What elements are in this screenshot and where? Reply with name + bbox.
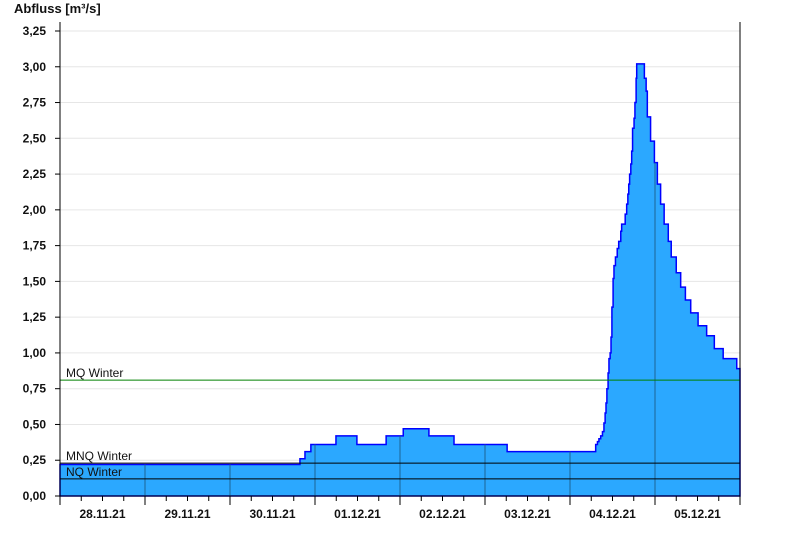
x-tick-label: 04.12.21 xyxy=(589,507,636,521)
x-tick-label: 29.11.21 xyxy=(164,507,210,521)
y-tick-label: 0,25 xyxy=(23,453,47,467)
reference-line-label: NQ Winter xyxy=(66,465,122,479)
reference-line-label: MQ Winter xyxy=(66,366,123,380)
grid-lines xyxy=(60,30,740,461)
y-tick-label: 3,25 xyxy=(23,24,47,38)
y-tick-label: 0,50 xyxy=(23,417,47,431)
y-tick-label: 0,75 xyxy=(23,382,47,396)
reference-line-label: MNQ Winter xyxy=(66,449,132,463)
y-tick-label: 1,00 xyxy=(23,346,47,360)
x-tick-label: 05.12.21 xyxy=(674,507,721,521)
y-axis-title: Abfluss [m³/s] xyxy=(14,1,101,16)
reference-lines: MQ Winter MNQ Winter NQ Winter xyxy=(60,366,740,480)
y-tick-label: 2,25 xyxy=(23,167,47,181)
y-tick-label: 1,50 xyxy=(23,274,47,288)
x-tick-label: 01.12.21 xyxy=(334,507,381,521)
y-tick-label: 1,25 xyxy=(23,310,47,324)
x-tick-label: 30.11.21 xyxy=(249,507,295,521)
y-axis-ticks: 0,00 0,25 0,50 0,75 1,00 1,25 1,50 1,75 2,00 2,25… xyxy=(23,24,60,503)
y-tick-label: 3,00 xyxy=(23,60,47,74)
x-tick-label: 03.12.21 xyxy=(504,507,551,521)
x-tick-label: 02.12.21 xyxy=(419,507,466,521)
y-tick-label: 2,00 xyxy=(23,203,47,217)
y-tick-label: 2,50 xyxy=(23,131,47,145)
x-axis-ticks: 28.11.21 29.11.21 30.11.21 01.12.21 02.12.21… xyxy=(59,496,741,521)
y-tick-label: 0,00 xyxy=(23,489,47,503)
y-tick-label: 2,75 xyxy=(23,96,47,110)
y-tick-label: 1,75 xyxy=(23,239,47,253)
discharge-area xyxy=(59,63,741,497)
day-separator-lines xyxy=(144,162,656,496)
x-tick-label: 28.11.21 xyxy=(79,507,125,521)
